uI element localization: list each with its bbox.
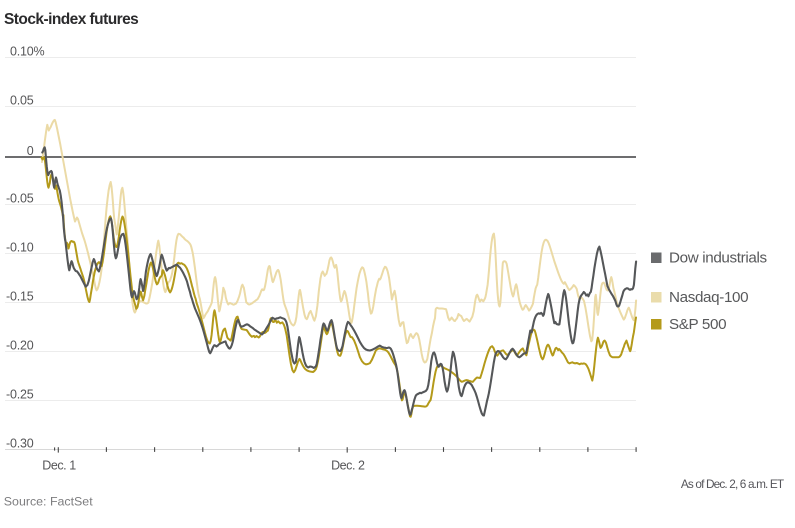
svg-text:-0.30: -0.30	[6, 436, 34, 450]
svg-text:S&P 500: S&P 500	[669, 316, 726, 333]
svg-text:As of Dec. 2, 6 a.m. ET: As of Dec. 2, 6 a.m. ET	[681, 477, 784, 491]
svg-text:-0.10: -0.10	[6, 240, 34, 254]
svg-text:-0.15: -0.15	[6, 289, 34, 303]
svg-text:0: 0	[27, 144, 34, 158]
svg-text:Dec. 1: Dec. 1	[42, 459, 76, 473]
svg-text:Nasdaq-100: Nasdaq-100	[669, 289, 748, 306]
svg-text:%: %	[34, 44, 45, 58]
svg-text:Stock-index futures: Stock-index futures	[4, 11, 138, 28]
svg-text:Source: FactSet: Source: FactSet	[4, 495, 93, 509]
svg-text:-0.25: -0.25	[6, 387, 34, 401]
svg-text:0.05: 0.05	[10, 93, 34, 107]
svg-text:Dec. 2: Dec. 2	[331, 459, 365, 473]
svg-text:-0.20: -0.20	[6, 338, 34, 352]
svg-text:Dow industrials: Dow industrials	[669, 250, 767, 267]
svg-text:-0.05: -0.05	[6, 191, 34, 205]
svg-text:0.10: 0.10	[10, 44, 34, 58]
